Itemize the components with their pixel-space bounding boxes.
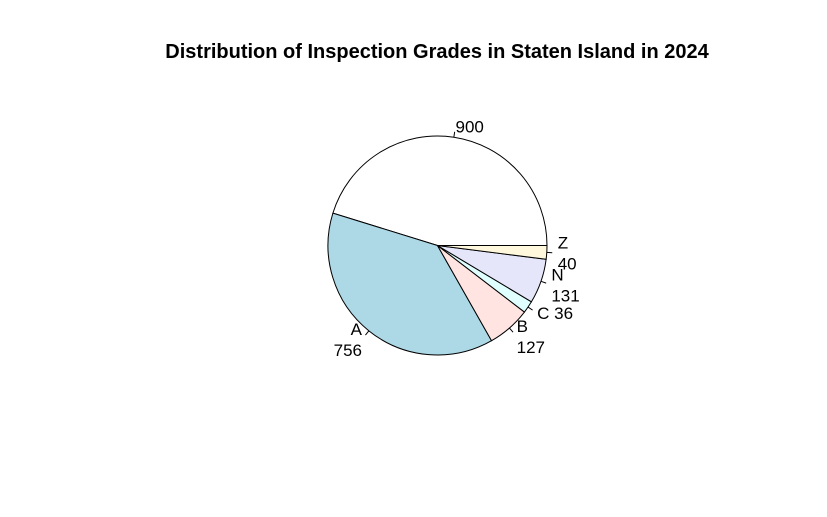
pie-leader-line: [527, 306, 533, 311]
pie-leader-line: [453, 131, 456, 138]
pie-label-blank: 900: [455, 117, 483, 136]
pie-slices: [327, 135, 548, 356]
pie-leader-line: [540, 280, 547, 284]
pie-leader-line: [509, 327, 514, 333]
pie-label-n: N 131: [551, 265, 579, 305]
pie-label-z: Z 40: [558, 234, 577, 274]
pie-label-a: A 756: [334, 320, 363, 360]
pie-slice-blank: [332, 135, 548, 246]
pie-label-b: B 127: [517, 317, 545, 357]
pie-label-c: C 36: [537, 304, 573, 323]
pie-leader-line: [365, 330, 370, 336]
chart-title: Distribution of Inspection Grades in Sta…: [165, 41, 709, 63]
